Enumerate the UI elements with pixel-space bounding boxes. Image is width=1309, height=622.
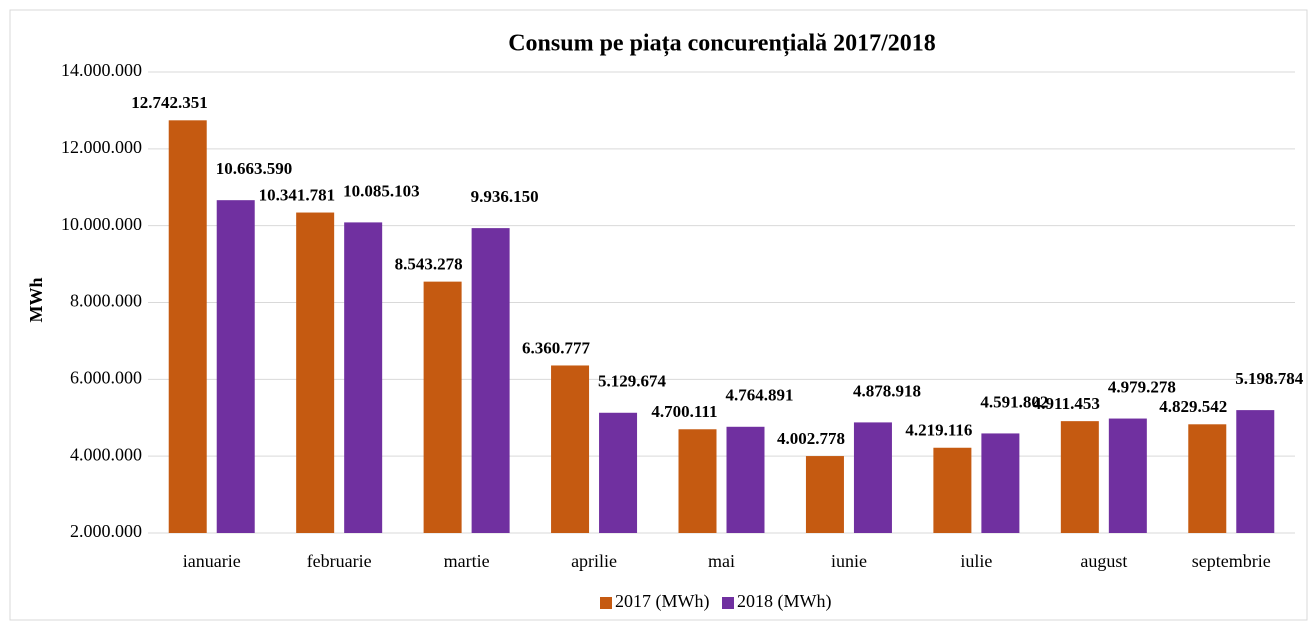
- bar: [471, 228, 510, 533]
- bar: [805, 456, 844, 533]
- legend-label: 2017 (MWh): [615, 591, 709, 612]
- data-label: 4.911.453: [1033, 394, 1100, 413]
- data-label: 5.129.674: [598, 372, 667, 391]
- legend-swatch: [722, 597, 734, 609]
- bar: [1236, 410, 1275, 533]
- x-tick-label: martie: [444, 551, 490, 571]
- bar: [853, 422, 892, 533]
- y-tick-label: 10.000.000: [61, 214, 142, 234]
- y-tick-label: 8.000.000: [70, 291, 142, 311]
- y-tick-label: 4.000.000: [70, 444, 142, 464]
- x-tick-label: septembrie: [1192, 551, 1271, 571]
- legend-swatch: [600, 597, 612, 609]
- data-label: 4.829.542: [1159, 397, 1227, 416]
- y-axis-label: MWh: [26, 278, 46, 323]
- data-label: 8.543.278: [395, 255, 463, 274]
- x-tick-label: ianuarie: [183, 551, 241, 571]
- data-label: 5.198.784: [1235, 369, 1304, 388]
- x-tick-label: iulie: [960, 551, 992, 571]
- bar: [678, 429, 717, 533]
- bar: [726, 426, 765, 533]
- data-label: 12.742.351: [131, 93, 208, 112]
- y-tick-label: 14.000.000: [61, 60, 142, 80]
- data-label: 4.700.111: [651, 402, 717, 421]
- x-tick-label: mai: [708, 551, 735, 571]
- data-label: 4.591.802: [980, 392, 1048, 411]
- bar: [599, 412, 638, 533]
- data-label: 10.085.103: [343, 181, 420, 200]
- bar: [1108, 418, 1147, 533]
- bar: [1188, 424, 1227, 533]
- data-label: 9.936.150: [471, 187, 539, 206]
- data-label: 10.663.590: [216, 159, 293, 178]
- data-label: 4.764.891: [726, 386, 794, 405]
- legend-label: 2018 (MWh): [737, 591, 831, 612]
- bar: [981, 433, 1020, 533]
- bar: [296, 212, 335, 534]
- bar: [933, 447, 972, 533]
- chart-title: Consum pe piața concurențială 2017/2018: [508, 31, 936, 57]
- y-tick-label: 2.000.000: [70, 521, 142, 541]
- data-label: 4.219.116: [905, 421, 972, 440]
- bar: [216, 200, 255, 533]
- bar: [423, 281, 462, 533]
- x-tick-label: iunie: [831, 551, 867, 571]
- data-label: 4.878.918: [853, 381, 921, 400]
- x-tick-label: august: [1080, 551, 1127, 571]
- bar: [1060, 421, 1099, 533]
- x-tick-label: aprilie: [571, 551, 617, 571]
- data-label: 4.979.278: [1108, 377, 1176, 396]
- bar: [551, 365, 590, 533]
- y-tick-label: 6.000.000: [70, 367, 142, 387]
- data-label: 4.002.778: [777, 429, 845, 448]
- data-label: 6.360.777: [522, 338, 591, 357]
- x-tick-label: februarie: [307, 551, 372, 571]
- bar: [344, 222, 383, 534]
- data-label: 10.341.781: [259, 185, 336, 204]
- y-tick-label: 12.000.000: [61, 137, 142, 157]
- bar: [168, 120, 207, 533]
